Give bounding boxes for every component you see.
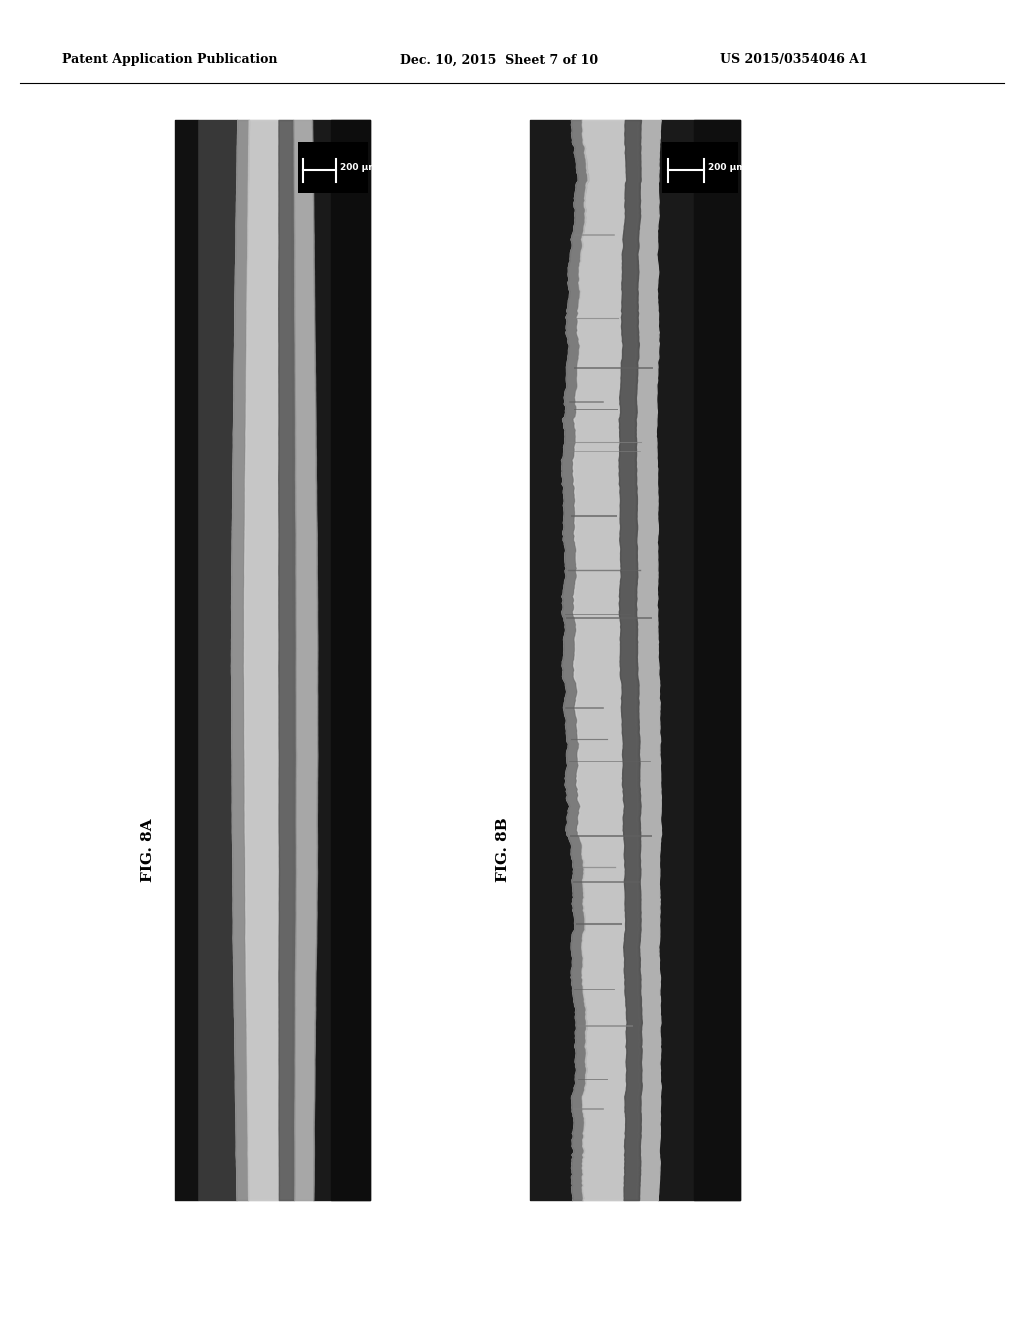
Bar bbox=[663, 141, 738, 194]
Bar bbox=[175, 120, 370, 1200]
Text: FIG. 8A: FIG. 8A bbox=[141, 818, 155, 882]
Text: US 2015/0354046 A1: US 2015/0354046 A1 bbox=[720, 54, 867, 66]
Text: 200 μm: 200 μm bbox=[708, 162, 745, 172]
Text: Patent Application Publication: Patent Application Publication bbox=[62, 54, 278, 66]
Bar bbox=[298, 141, 368, 194]
Text: Dec. 10, 2015  Sheet 7 of 10: Dec. 10, 2015 Sheet 7 of 10 bbox=[400, 54, 598, 66]
Text: 200 μm: 200 μm bbox=[340, 162, 378, 172]
Bar bbox=[530, 120, 740, 1200]
Text: FIG. 8B: FIG. 8B bbox=[496, 817, 510, 882]
